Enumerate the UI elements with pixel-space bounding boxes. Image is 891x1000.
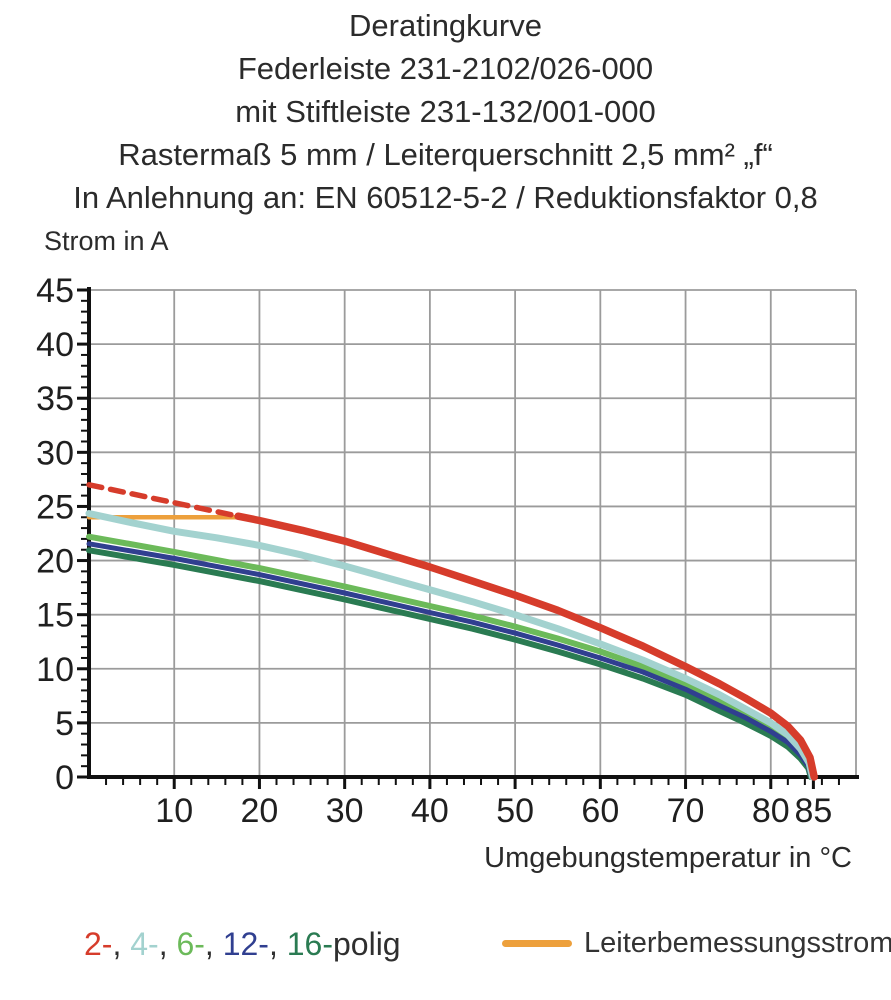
y-tick-label: 15: [36, 597, 74, 635]
y-axis-title: Strom in A: [44, 226, 169, 256]
chart-title-block: Deratingkurve Federleiste 231-2102/026-00…: [0, 4, 891, 219]
y-tick-label: 35: [36, 380, 74, 418]
y-tick-label: 25: [36, 488, 74, 526]
title-line: mit Stiftleiste 231-132/001-000: [235, 94, 656, 129]
legend-separator: ,: [268, 926, 287, 962]
x-tick-labels: 10 20 30 40 50 60 70 80 85: [155, 792, 832, 830]
series-12-polig: [86, 541, 814, 780]
title-line: Federleiste 231-2102/026-000: [237, 51, 654, 86]
x-tick-label: 50: [496, 792, 534, 830]
y-tick-label: 45: [36, 272, 74, 310]
y-tick-labels: 0 5 10 15 20 25 30 35 40 45: [36, 272, 74, 797]
legend-pole-16-label: 16-: [286, 926, 333, 962]
rated-current-line-swatch: [502, 939, 572, 947]
x-tick-label: 20: [241, 792, 279, 830]
title-line: Deratingkurve: [349, 8, 542, 43]
axes: [87, 287, 859, 779]
x-tick-label: 80: [752, 792, 790, 830]
series-16-polig: [86, 547, 814, 780]
x-tick-label: 40: [411, 792, 449, 830]
legend-poles-suffix: polig: [332, 926, 401, 962]
legend-rated-current: Leiterbemessungsstrom: [502, 922, 891, 964]
x-tick-label: 60: [581, 792, 619, 830]
series-2-polig-extrapoliert-gestrichelt: [86, 482, 241, 519]
y-tick-label: 20: [36, 543, 74, 581]
x-tick-label: 30: [326, 792, 364, 830]
series-4-polig: [85, 510, 816, 781]
series-2-polig: [234, 512, 818, 781]
legend-separator: ,: [204, 926, 223, 962]
y-tick-label: 40: [36, 326, 74, 364]
y-tick-label: 10: [36, 651, 74, 689]
legend-separator: ,: [112, 926, 131, 962]
legend-separator: ,: [158, 926, 177, 962]
title-line: Rastermaß 5 mm / Leiterquerschnitt 2,5 m…: [118, 137, 773, 172]
legend-pole-2-label: 2-: [84, 926, 113, 962]
legend-pole-4-label: 4-: [130, 926, 159, 962]
y-tick-label: 30: [36, 434, 74, 472]
x-tick-label: 70: [667, 792, 705, 830]
y-tick-label: 5: [55, 705, 74, 743]
x-axis-title: Umgebungstemperatur in °C: [484, 842, 852, 874]
series-curves: [85, 482, 818, 781]
title-line: In Anlehnung an: EN 60512-5-2 / Reduktio…: [73, 180, 818, 215]
rated-current-label: Leiterbemessungsstrom: [584, 926, 891, 959]
y-tick-label: 0: [55, 759, 74, 797]
x-tick-label: 10: [155, 792, 193, 830]
x-tick-label: 85: [794, 792, 832, 830]
legend-pole-12-label: 12-: [222, 926, 269, 962]
legend-pole-6-label: 6-: [176, 926, 205, 962]
legend-poles: 2-, 4-, 6-, 12-, 16-polig: [84, 926, 401, 963]
